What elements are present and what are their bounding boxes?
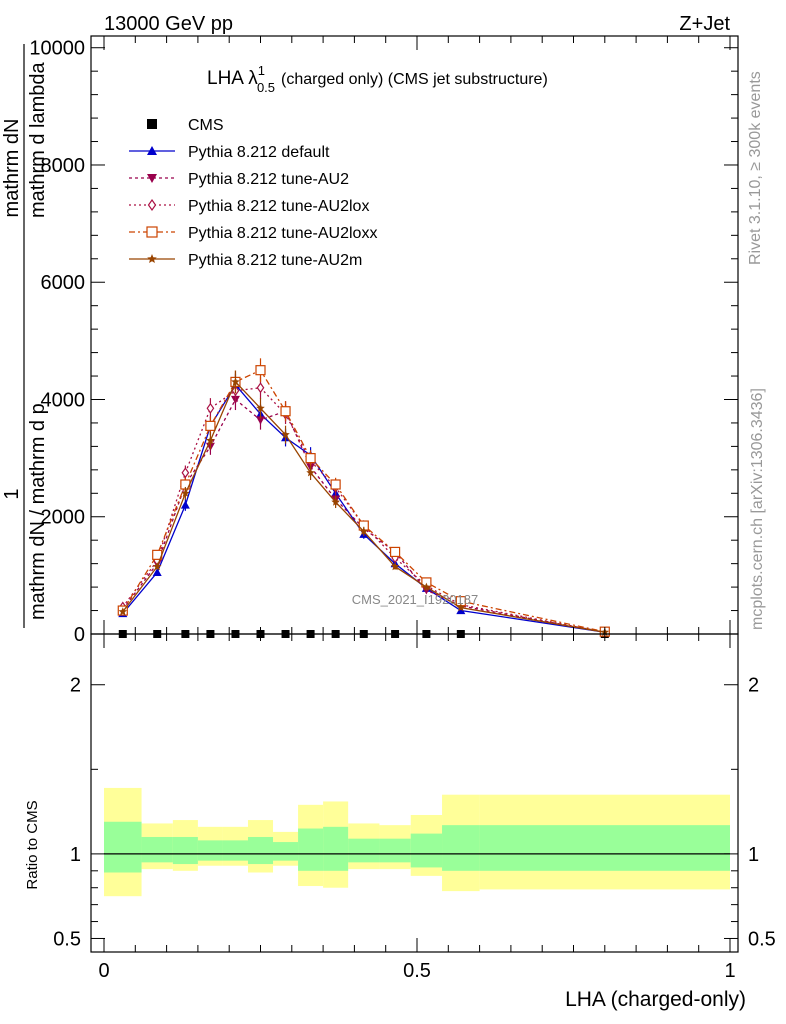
ratio-y-label: Ratio to CMS: [24, 800, 41, 889]
band-segment: [141, 836, 173, 863]
y-tick-label: 8000: [41, 155, 86, 177]
band-segment: [410, 833, 443, 868]
rivet-label: Rivet 3.1.10, ≥ 300k events: [747, 71, 764, 265]
band-segment: [442, 825, 480, 871]
energy-label: 13000 GeV pp: [104, 13, 233, 35]
data-point: [231, 377, 240, 386]
ratio-y-tick-label: 0.5: [53, 928, 81, 950]
legend-label: Pythia 8.212 tune-AU2m: [188, 252, 362, 269]
svg-text:1: 1: [1, 488, 23, 499]
legend-marker: [147, 254, 157, 263]
band-segment: [323, 826, 349, 871]
band-segment: [172, 836, 198, 865]
data-point: [281, 430, 290, 439]
legend-marker: [146, 226, 158, 238]
data-point: [280, 406, 291, 417]
band-segment: [273, 842, 299, 861]
ratio-y-tick-label-right: 2: [748, 675, 759, 697]
x-axis-label: LHA (charged-only): [565, 988, 746, 1011]
x-tick-label: 1: [724, 960, 735, 982]
legend: CMS Pythia 8.212 default Pythia 8.212 tune…: [129, 117, 377, 269]
data-point: [206, 436, 215, 445]
data-point: [305, 453, 316, 464]
data-point: [255, 365, 266, 376]
band-segment: [298, 828, 324, 871]
legend-label: Pythia 8.212 tune-AU2lox: [188, 198, 369, 215]
data-point: [359, 526, 369, 535]
data-point: [152, 562, 162, 571]
data-point: [256, 416, 265, 425]
mcplots-label: mcplots.cern.ch [arXiv:1306.3436]: [749, 388, 766, 630]
series-4: [117, 358, 610, 637]
series-line: [122, 369, 605, 633]
legend-label: Pythia 8.212 tune-AU2: [188, 171, 349, 188]
legend-marker: [147, 119, 157, 129]
data-point: [152, 567, 162, 577]
plot-title: LHA λ1 0.5 (charged only) (CMS jet substru…: [207, 63, 548, 95]
data-point: [205, 420, 216, 431]
legend-label: Pythia 8.212 tune-AU2loxx: [188, 225, 377, 242]
band-segment: [479, 825, 730, 871]
band-inner: [104, 821, 730, 873]
ratio-y-tick-label-right: 0.5: [748, 928, 776, 950]
data-point: [456, 603, 466, 612]
svg-text:mathrm d lambda: mathrm d lambda: [27, 62, 49, 218]
data-point: [256, 403, 265, 412]
svg-text:mathrm dN: mathrm dN: [1, 119, 23, 218]
legend-marker: [147, 174, 157, 183]
y-tick-label: 6000: [41, 272, 86, 294]
series-line: [122, 380, 605, 633]
legend-label: CMS: [188, 117, 224, 134]
x-tick-label: 0.5: [403, 960, 431, 982]
analysis-watermark: CMS_2021_I1920187: [352, 592, 479, 607]
data-point: [331, 497, 340, 506]
band-segment: [348, 838, 380, 863]
data-point: [306, 468, 315, 477]
y-axis-label: 1 mathrm dN mathrm dN / mathrm d p mathr…: [1, 44, 49, 628]
y-tick-label: 10000: [29, 38, 85, 60]
ratio-plot-frame: [90, 633, 739, 953]
band-segment: [247, 836, 274, 865]
main-plot-panel: 0 2000 4000 6000 8000 10000 CMS Pythia 8.212 d…: [1, 35, 739, 646]
data-point: [180, 500, 190, 509]
data-point: [389, 546, 401, 558]
series-line: [122, 387, 605, 633]
ratio-y-tick-label-right: 1: [748, 844, 759, 866]
data-point: [422, 582, 431, 591]
process-label: Z+Jet: [679, 13, 730, 35]
ratio-y-tick-label: 2: [70, 675, 81, 697]
x-tick-label: 0: [98, 960, 109, 982]
svg-text:mathrm dN / mathrm d p: mathrm dN / mathrm d p: [27, 403, 49, 620]
data-point: [256, 382, 265, 394]
band-segment: [197, 840, 223, 861]
ratio-y-tick-label: 1: [70, 844, 81, 866]
data-point: [330, 479, 341, 490]
y-tick-label: 4000: [41, 389, 86, 411]
data-point: [181, 488, 190, 497]
band-segment: [104, 821, 142, 873]
legend-marker: [147, 198, 157, 212]
band-segment: [379, 838, 411, 863]
data-point: [206, 402, 215, 414]
y-tick-label: 0: [74, 624, 85, 646]
data-point: [118, 607, 128, 616]
data-point: [390, 562, 400, 571]
y-tick-label: 2000: [41, 507, 86, 529]
band-segment: [222, 840, 248, 861]
legend-marker: [147, 146, 157, 155]
ratio-plot-panel: 0 0.5 1 0.5 0.5 1 1 2 2 Ratio to CMS LHA (charge…: [24, 633, 776, 1011]
legend-label: Pythia 8.212 default: [188, 144, 330, 161]
data-point: [181, 467, 190, 479]
